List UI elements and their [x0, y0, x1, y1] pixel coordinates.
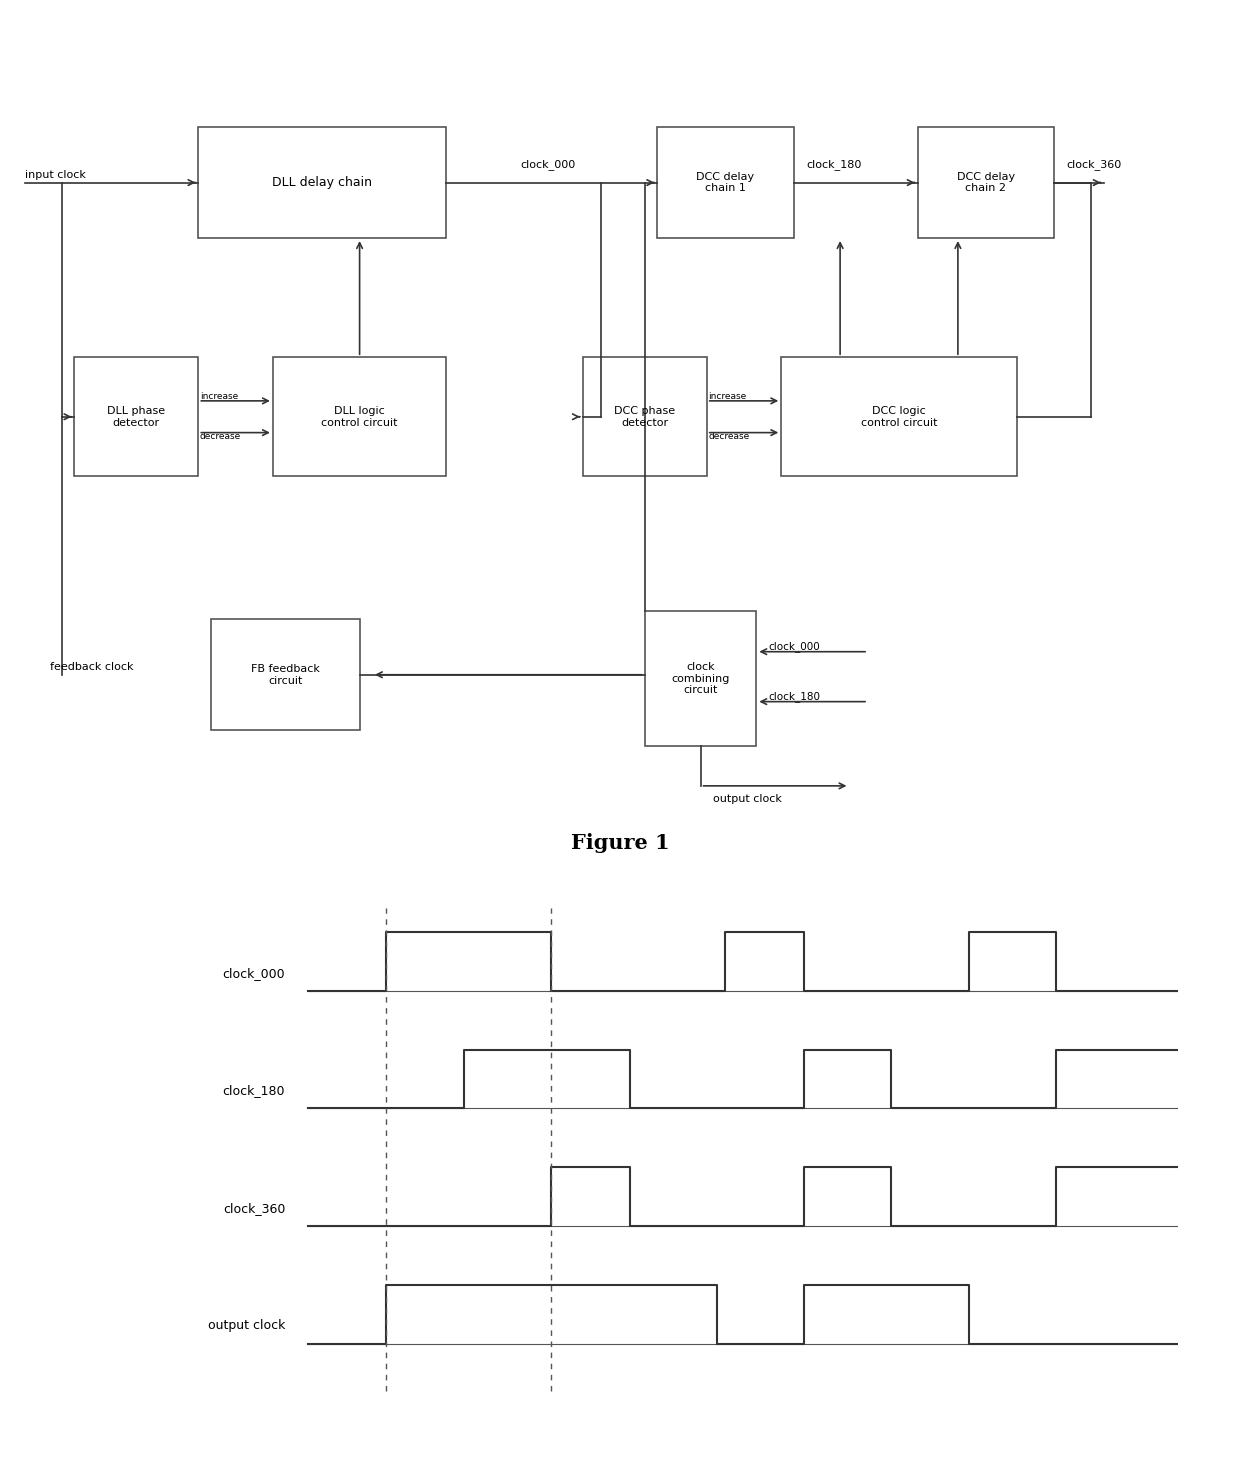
Text: output clock: output clock: [713, 794, 782, 804]
FancyBboxPatch shape: [198, 126, 446, 238]
Text: increase: increase: [200, 392, 238, 401]
Text: feedback clock: feedback clock: [50, 662, 133, 672]
Text: DCC logic
control circuit: DCC logic control circuit: [861, 406, 937, 428]
Text: output clock: output clock: [208, 1320, 285, 1332]
Text: decrease: decrease: [200, 432, 241, 441]
Text: clock_360: clock_360: [1066, 159, 1122, 169]
FancyBboxPatch shape: [211, 619, 360, 731]
Text: clock_000: clock_000: [521, 159, 577, 169]
Text: DCC delay
chain 2: DCC delay chain 2: [957, 172, 1014, 194]
FancyBboxPatch shape: [657, 126, 794, 238]
Text: DCC delay
chain 1: DCC delay chain 1: [697, 172, 754, 194]
Text: decrease: decrease: [708, 432, 749, 441]
Text: input clock: input clock: [25, 169, 86, 179]
Text: DLL logic
control circuit: DLL logic control circuit: [321, 406, 398, 428]
Text: clock
combining
circuit: clock combining circuit: [671, 662, 730, 695]
Text: clock_360: clock_360: [223, 1202, 285, 1214]
Text: clock_000: clock_000: [769, 641, 821, 651]
FancyBboxPatch shape: [273, 357, 446, 476]
Text: clock_000: clock_000: [222, 967, 285, 979]
Text: clock_180: clock_180: [806, 159, 862, 169]
Text: FB feedback
circuit: FB feedback circuit: [250, 664, 320, 685]
Text: DLL delay chain: DLL delay chain: [273, 176, 372, 190]
Text: increase: increase: [708, 392, 746, 401]
FancyBboxPatch shape: [645, 612, 756, 747]
Text: DLL phase
detector: DLL phase detector: [108, 406, 165, 428]
FancyBboxPatch shape: [583, 357, 707, 476]
Text: Figure 1: Figure 1: [570, 833, 670, 854]
FancyBboxPatch shape: [781, 357, 1017, 476]
Text: clock_180: clock_180: [223, 1085, 285, 1097]
FancyBboxPatch shape: [74, 357, 198, 476]
Text: clock_180: clock_180: [769, 691, 821, 701]
Text: DCC phase
detector: DCC phase detector: [614, 406, 676, 428]
FancyBboxPatch shape: [918, 126, 1054, 238]
